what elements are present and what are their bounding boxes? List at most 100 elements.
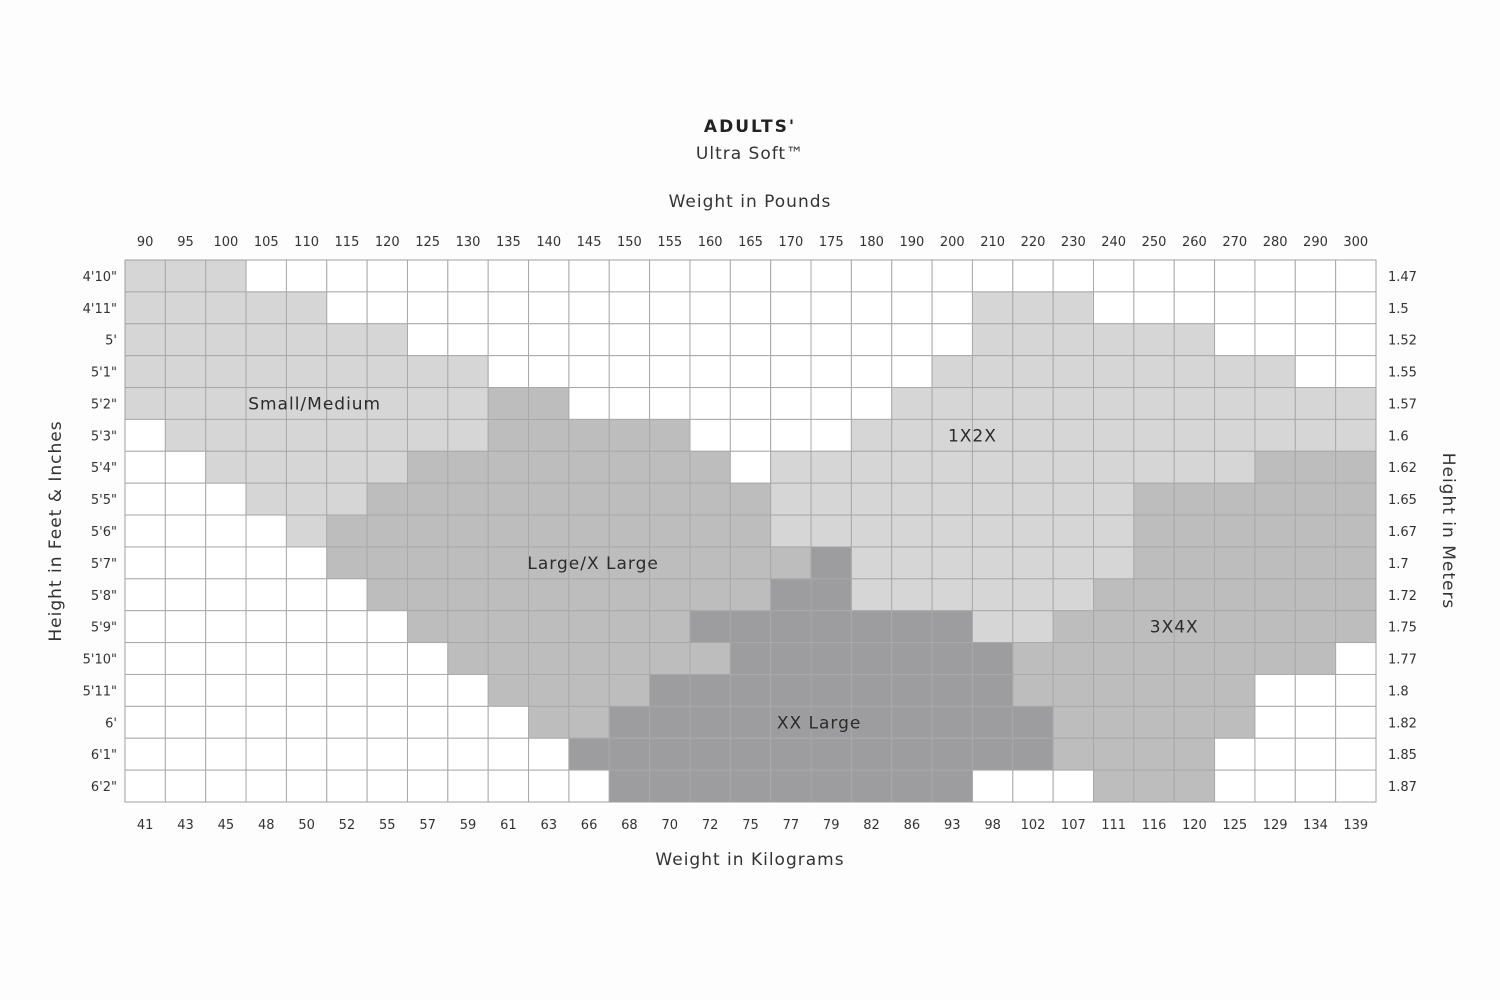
grid-cell: [528, 482, 570, 516]
grid-cell: [285, 610, 328, 644]
grid-cell: [164, 546, 207, 580]
grid-cell: [528, 610, 570, 644]
grid-cell: [1012, 642, 1054, 675]
grid-cell: [124, 642, 166, 675]
grid-cell: [1214, 705, 1256, 739]
grid-cell: [729, 769, 772, 803]
grid-cell: [1214, 387, 1256, 420]
x-tick-pounds: 125: [415, 235, 440, 250]
grid-cell: [891, 546, 933, 580]
y-tick-meters: 1.65: [1388, 493, 1417, 508]
grid-cell: [1173, 610, 1216, 644]
grid-cell: [1335, 610, 1377, 644]
grid-cell: [1173, 450, 1216, 484]
x-tick-pounds: 120: [375, 235, 400, 250]
grid-cell: [1254, 450, 1296, 484]
grid-cell: [528, 642, 570, 675]
grid-cell: [810, 323, 852, 357]
grid-cell: [1093, 610, 1135, 644]
grid-cell: [1173, 355, 1216, 389]
x-axis-title-pounds: Weight in Pounds: [668, 192, 832, 212]
grid-cell: [971, 769, 1014, 803]
grid-cell: [1052, 387, 1095, 420]
grid-cell: [971, 546, 1014, 580]
grid-cell: [1093, 514, 1135, 548]
grid-cell: [810, 705, 852, 739]
grid-cell: [1214, 355, 1256, 389]
grid-cell: [891, 514, 933, 548]
grid-cell: [1052, 291, 1095, 325]
grid-cell: [649, 323, 691, 357]
grid-cell: [1173, 642, 1216, 675]
y-tick-feet-inches: 5'11": [83, 684, 117, 699]
x-tick-pounds: 280: [1263, 235, 1288, 250]
grid-cell: [770, 323, 812, 357]
x-tick-kilograms: 111: [1101, 818, 1126, 833]
grid-cell: [447, 705, 489, 739]
x-tick-kilograms: 45: [218, 818, 235, 833]
grid-cell: [568, 642, 610, 675]
grid-cell: [608, 705, 651, 739]
grid-cell: [971, 482, 1014, 516]
grid-cell: [810, 578, 852, 612]
grid-cell: [931, 291, 973, 325]
grid-cell: [971, 673, 1014, 707]
grid-cell: [366, 291, 408, 325]
grid-cell: [1335, 355, 1377, 389]
grid-cell: [608, 482, 651, 516]
grid-cell: [971, 387, 1014, 420]
grid-cell: [164, 769, 207, 803]
y-tick-feet-inches: 6': [105, 716, 117, 731]
grid-cell: [245, 514, 287, 548]
grid-cell: [326, 546, 368, 580]
grid-cell: [689, 355, 731, 389]
x-tick-pounds: 90: [137, 235, 154, 250]
grid-cell: [285, 323, 328, 357]
x-tick-kilograms: 116: [1142, 818, 1167, 833]
grid-cell: [406, 737, 449, 771]
grid-cells: [124, 259, 1377, 803]
x-tick-pounds: 270: [1222, 235, 1247, 250]
grid-cell: [931, 546, 973, 580]
grid-cell: [205, 514, 247, 548]
grid-cell: [528, 546, 570, 580]
grid-cell: [689, 578, 731, 612]
grid-cell: [729, 737, 772, 771]
grid-cell: [487, 610, 530, 644]
grid-cell: [689, 642, 731, 675]
grid-cell: [568, 450, 610, 484]
grid-cell: [770, 737, 812, 771]
grid-cell: [447, 610, 489, 644]
y-tick-meters: 1.7: [1388, 557, 1409, 572]
y-tick-meters: 1.57: [1388, 397, 1417, 412]
grid-cell: [245, 482, 287, 516]
grid-cell: [810, 418, 852, 452]
grid-cell: [770, 291, 812, 325]
x-tick-pounds: 150: [617, 235, 642, 250]
x-tick-pounds: 230: [1061, 235, 1086, 250]
grid-cell: [1093, 705, 1135, 739]
grid-cell: [729, 546, 772, 580]
grid-cell: [931, 610, 973, 644]
grid-cell: [447, 418, 489, 452]
grid-cell: [124, 323, 166, 357]
grid-cell: [326, 642, 368, 675]
grid-cell: [205, 673, 247, 707]
grid-cell: [568, 387, 610, 420]
grid-cell: [568, 610, 610, 644]
grid-cell: [366, 737, 408, 771]
grid-cell: [1335, 323, 1377, 357]
grid-cell: [931, 387, 973, 420]
grid-cell: [1214, 323, 1256, 357]
grid-cell: [649, 418, 691, 452]
grid-cell: [1133, 482, 1175, 516]
grid-cell: [285, 578, 328, 612]
grid-cell: [1012, 323, 1054, 357]
grid-cell: [971, 355, 1014, 389]
grid-cell: [1133, 387, 1175, 420]
grid-cell: [245, 578, 287, 612]
x-tick-kilograms: 66: [581, 818, 598, 833]
y-tick-feet-inches: 5'7": [91, 557, 117, 572]
grid-cell: [568, 355, 610, 389]
grid-cell: [406, 578, 449, 612]
